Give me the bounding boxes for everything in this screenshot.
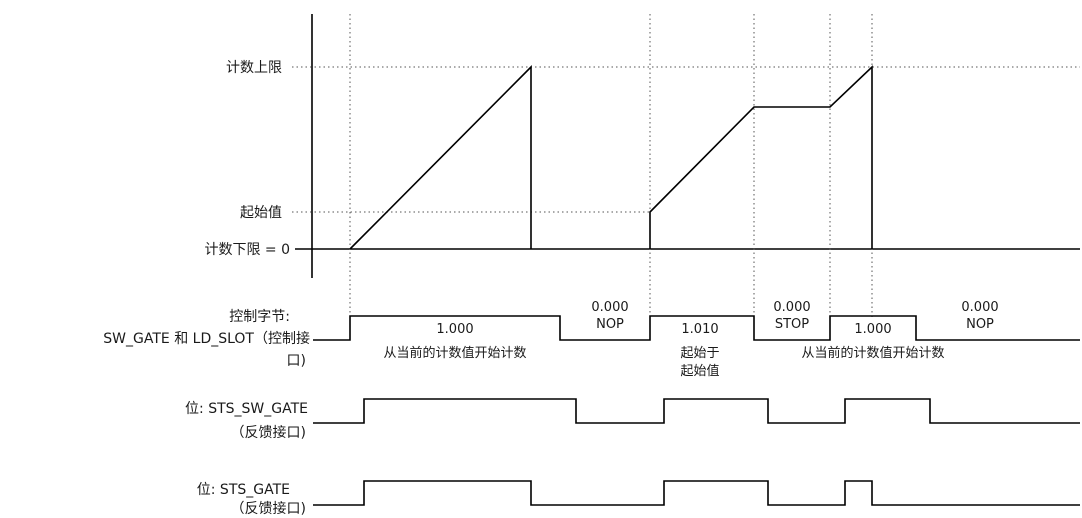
segment-4-mnemonic: STOP bbox=[775, 317, 809, 332]
control-byte-signals-label: SW_GATE 和 LD_SLOT（控制接 bbox=[103, 330, 310, 347]
control-byte-interface-label: 口) bbox=[287, 353, 306, 369]
segment-4-code: 0.000 bbox=[773, 300, 810, 315]
sts-gate-sublabel: （反馈接口) bbox=[231, 500, 306, 517]
sts-sw-gate-waveform bbox=[313, 398, 1080, 424]
segment-6-mnemonic: NOP bbox=[966, 317, 994, 332]
sts-gate-label: 位: STS_GATE bbox=[197, 482, 290, 498]
segment-1-code: 1.000 bbox=[436, 322, 473, 337]
segment-2-mnemonic: NOP bbox=[596, 317, 624, 332]
lower-limit-label: 计数下限 = 0 bbox=[204, 242, 290, 258]
segment-3-code: 1.010 bbox=[681, 322, 718, 337]
sts-gate-waveform bbox=[313, 480, 1080, 506]
segment-6-code: 0.000 bbox=[961, 300, 998, 315]
segment-1-desc: 从当前的计数值开始计数 bbox=[383, 345, 526, 361]
segment-5-code: 1.000 bbox=[854, 322, 891, 337]
segment-3-desc-line1: 起始于 bbox=[680, 346, 719, 361]
start-value-label: 起始值 bbox=[240, 205, 282, 221]
upper-limit-label: 计数上限 bbox=[226, 60, 282, 76]
control-byte-waveform bbox=[313, 315, 1080, 341]
segment-2-code: 0.000 bbox=[591, 300, 628, 315]
count-ramp-2 bbox=[649, 65, 873, 249]
sts-sw-gate-label: 位: STS_SW_GATE bbox=[185, 401, 308, 417]
segment-3-desc-line2: 起始值 bbox=[680, 363, 719, 379]
sts-sw-gate-sublabel: （反馈接口) bbox=[231, 424, 306, 441]
count-ramp-1 bbox=[349, 65, 532, 250]
segment-5-desc: 从当前的计数值开始计数 bbox=[801, 345, 944, 361]
control-byte-label: 控制字节: bbox=[229, 309, 290, 325]
